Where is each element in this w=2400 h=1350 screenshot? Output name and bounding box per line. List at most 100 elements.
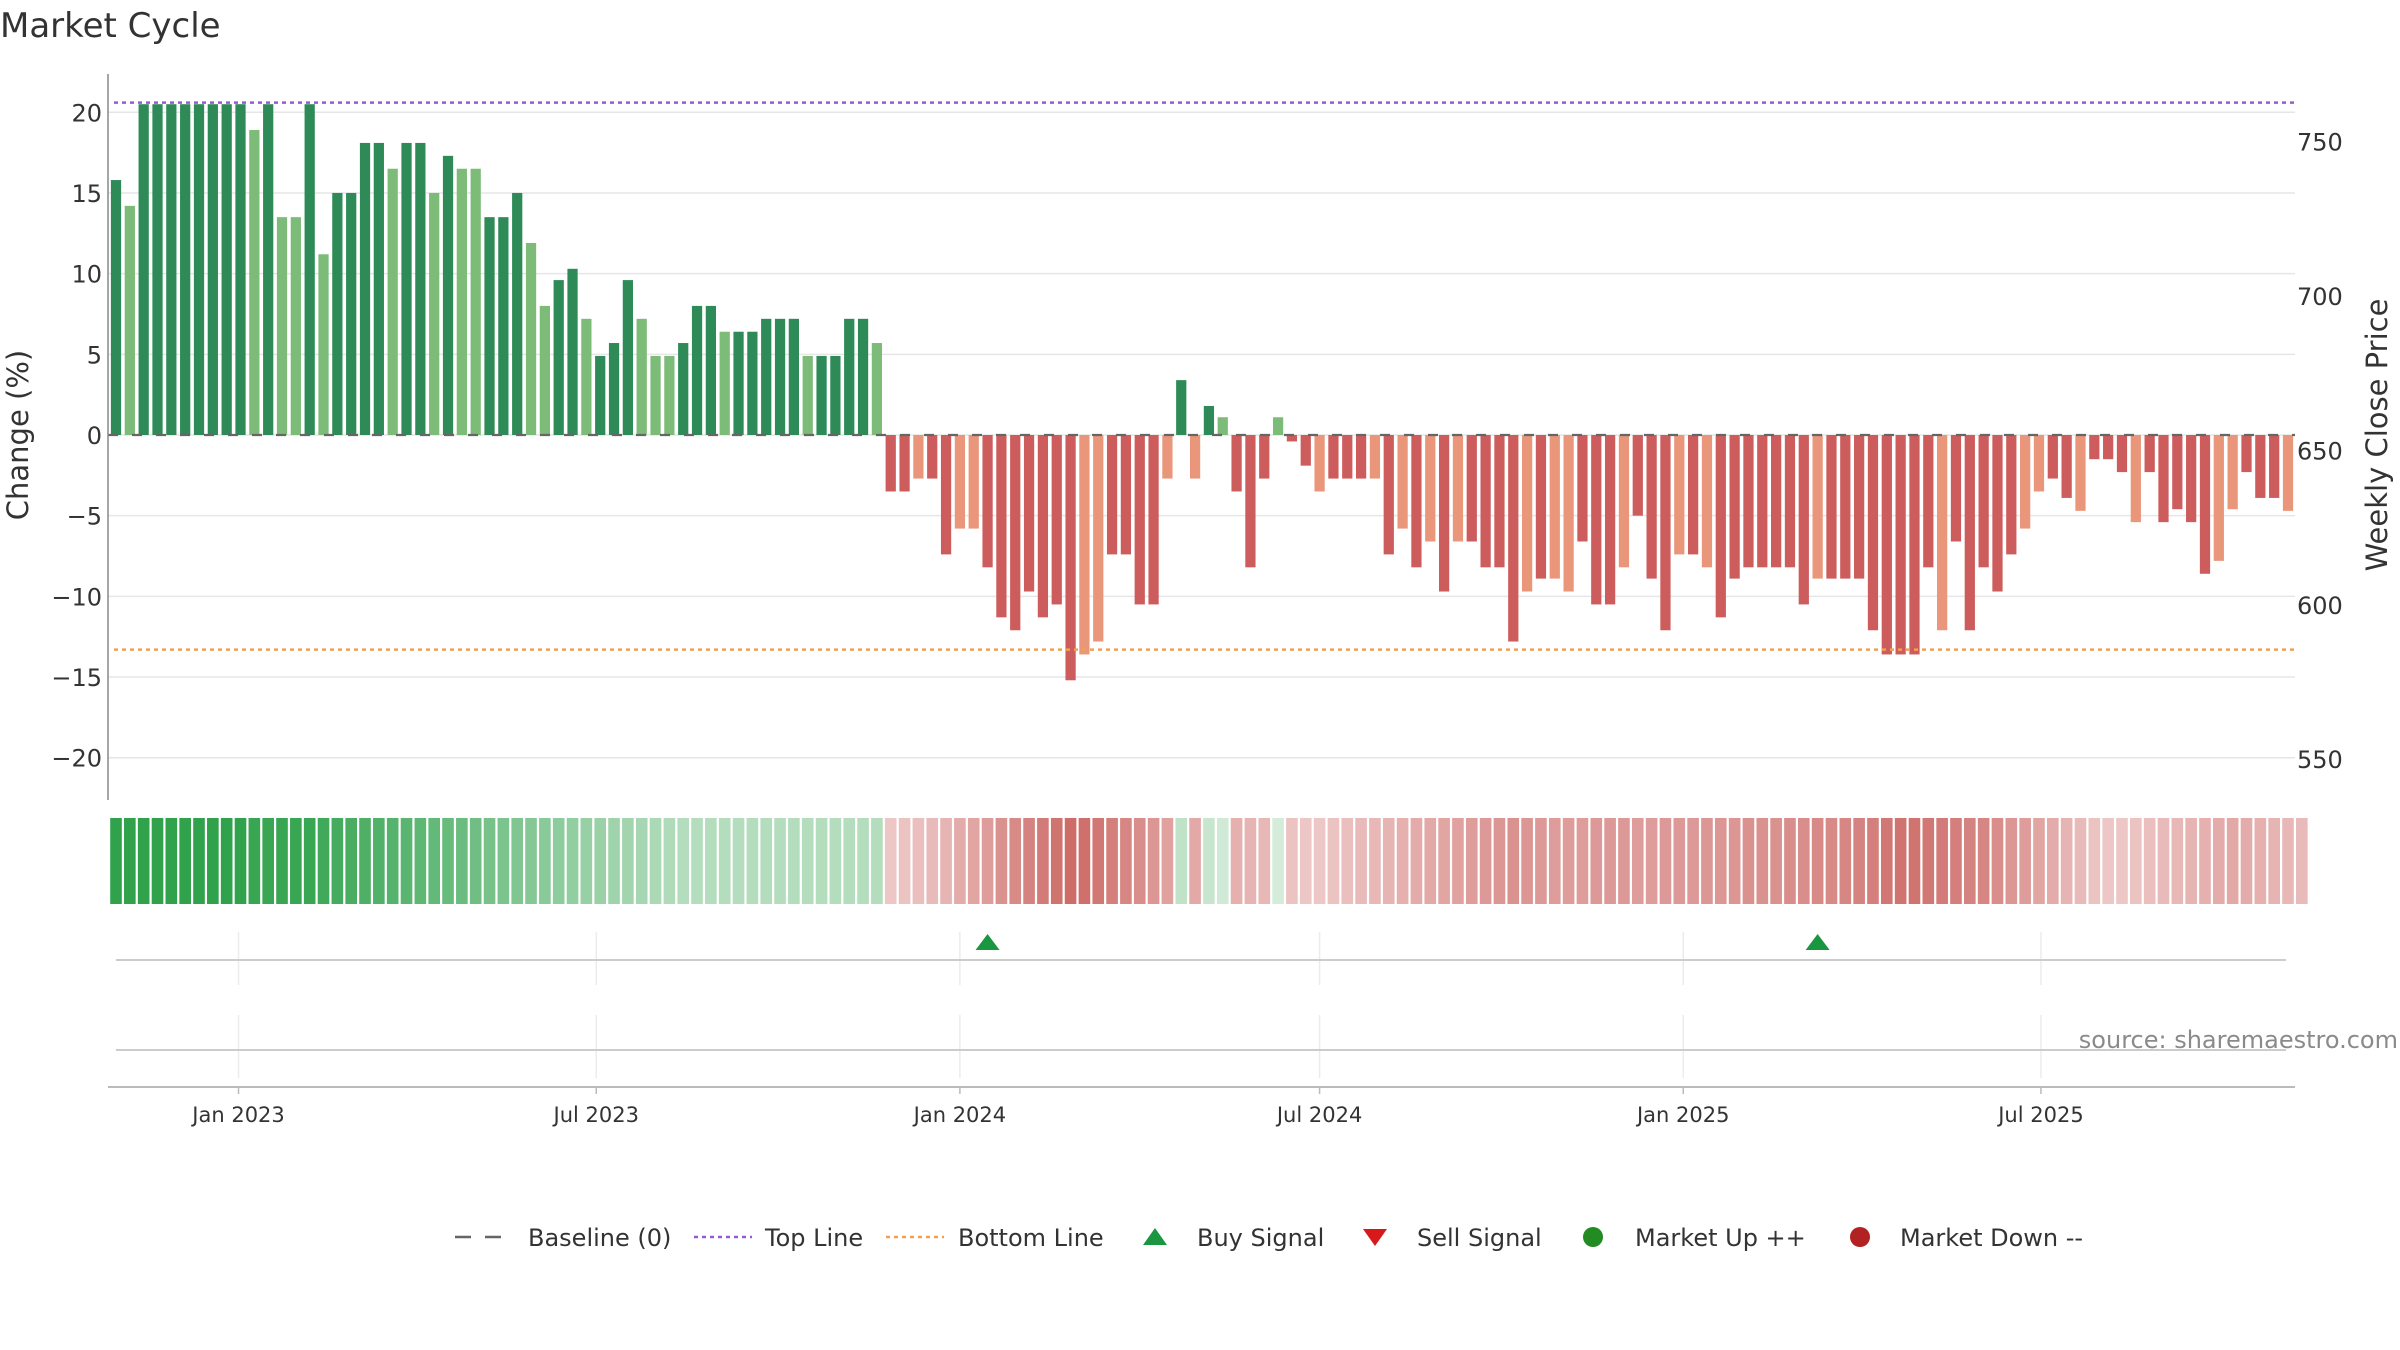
change-bar [456, 168, 467, 435]
strength-cell [566, 818, 579, 904]
strength-cell [1770, 818, 1782, 904]
change-bar [1521, 435, 1533, 592]
strength-cell [1175, 818, 1188, 904]
legend-label: Buy Signal [1197, 1224, 1324, 1252]
strength-cell [940, 818, 952, 904]
strength-cell [1230, 818, 1243, 904]
change-bar [996, 435, 1007, 618]
change-bar [982, 435, 993, 568]
change-bar [2282, 435, 2294, 511]
strength-cell [1299, 818, 1312, 904]
red-circle-icon [1850, 1227, 1870, 1247]
change-bar [2047, 435, 2058, 479]
change-bar [1438, 435, 1450, 592]
strength-cell [386, 818, 399, 904]
change-bar [1106, 435, 1118, 555]
strength-cell [1203, 818, 1215, 904]
change-bar [691, 305, 703, 435]
strength-cell [2157, 818, 2170, 904]
change-bar [788, 318, 800, 435]
change-bar [747, 331, 758, 435]
strength-cell [1244, 818, 1257, 904]
strength-cell [967, 818, 980, 904]
change-bar [761, 318, 772, 435]
change-bar [844, 318, 855, 435]
strength-cell [303, 818, 316, 904]
change-bar [373, 142, 384, 435]
strength-cell [1977, 818, 1990, 904]
strength-cell [2116, 818, 2128, 904]
buy-signal-marker [1805, 934, 1830, 950]
change-bar [2213, 435, 2224, 561]
source-credit: source: sharemaestro.com [2079, 1026, 2398, 1054]
strength-cell [926, 818, 939, 904]
strength-cell [912, 818, 925, 904]
change-bar [470, 168, 481, 435]
strength-cell [1756, 818, 1769, 904]
change-bar [1314, 435, 1325, 492]
change-bar [636, 318, 647, 435]
legend: Baseline (0) Top Line Bottom Line Buy Signa… [455, 1224, 2083, 1252]
change-bar [1826, 435, 1837, 579]
strength-cell [428, 818, 441, 904]
change-bar [1342, 435, 1353, 479]
change-bar [705, 305, 716, 435]
strength-cell [1465, 818, 1478, 904]
change-bar [2089, 435, 2100, 460]
strength-cell [1728, 818, 1741, 904]
strength-cell [2074, 818, 2087, 904]
strength-cell [1189, 818, 1201, 904]
change-bar [498, 217, 509, 435]
change-bar [152, 104, 163, 436]
change-bar [1632, 435, 1643, 516]
strength-cell [1991, 818, 2004, 904]
change-bar [415, 142, 426, 435]
strength-cell [1424, 818, 1437, 904]
strength-cell [207, 818, 219, 904]
strength-cell [663, 818, 676, 904]
strength-cell [2296, 818, 2308, 904]
change-bar [1494, 435, 1505, 568]
strength-cell [2033, 818, 2045, 904]
x-tick-label: Jan 2024 [912, 1103, 1007, 1127]
y2-tick-label: 700 [2297, 283, 2343, 311]
triangle-up-icon [1143, 1228, 1167, 1245]
strength-cell [1853, 818, 1865, 904]
strength-cell [511, 818, 524, 904]
strength-cell [1548, 818, 1561, 904]
strength-cell [1452, 818, 1464, 904]
strength-cell [1742, 818, 1755, 904]
change-bar [1010, 435, 1021, 631]
change-bar [1162, 435, 1173, 479]
strength-cell [2240, 818, 2253, 904]
strength-cell [262, 818, 274, 904]
change-bar [138, 104, 149, 436]
change-bar [1604, 435, 1616, 605]
strength-cell [1382, 818, 1395, 904]
change-bar [1328, 435, 1339, 479]
strength-cell [622, 818, 634, 904]
change-bar [2255, 435, 2266, 498]
change-bar [1895, 435, 1906, 655]
change-bar [1189, 435, 1201, 479]
change-bar [553, 280, 564, 435]
x-tick-label: Jul 2024 [1275, 1103, 1362, 1127]
change-bar [1964, 435, 1975, 631]
y-tick-label: −10 [51, 583, 102, 611]
change-bar [484, 217, 495, 435]
strength-cell [234, 818, 247, 904]
change-bar [110, 180, 122, 435]
change-bar [2061, 435, 2072, 498]
change-bar [1757, 435, 1768, 568]
y2-axis-label: Weekly Close Price [2360, 299, 2394, 572]
change-bar [1425, 435, 1436, 542]
y-axis-left: 20 15 10 5 0 −5 −10 −15 −20 [51, 74, 109, 800]
strength-cell [1037, 818, 1049, 904]
change-bar [525, 242, 537, 435]
strength-cell [2282, 818, 2294, 904]
strength-cell [290, 818, 302, 904]
strength-cell [497, 818, 510, 904]
change-bar [2158, 435, 2169, 523]
change-bar [1715, 435, 1726, 618]
